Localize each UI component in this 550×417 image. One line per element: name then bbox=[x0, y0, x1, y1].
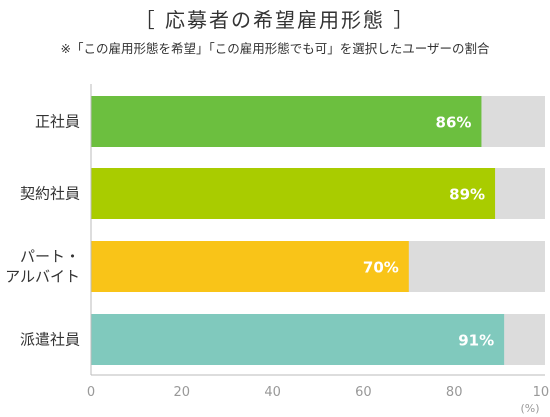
chart-title: ［ 応募者の希望雇用形態 ］ bbox=[134, 8, 416, 32]
bar bbox=[91, 96, 482, 147]
bar-value-label: 91% bbox=[458, 332, 494, 350]
category-label: パート・ bbox=[20, 248, 80, 266]
bar-value-label: 70% bbox=[363, 259, 399, 277]
category-label: アルバイト bbox=[5, 268, 80, 286]
x-tick-label: 80 bbox=[446, 385, 463, 400]
bar bbox=[91, 314, 505, 365]
x-tick-label: 0 bbox=[87, 385, 95, 400]
category-label: 正社員 bbox=[35, 113, 80, 131]
bar-value-label: 86% bbox=[436, 114, 472, 132]
bar bbox=[91, 168, 496, 219]
x-axis-unit: (%) bbox=[520, 402, 539, 415]
category-label: 派遣社員 bbox=[20, 331, 80, 349]
bar-value-label: 89% bbox=[449, 186, 485, 204]
x-tick-label: 60 bbox=[355, 385, 372, 400]
category-label: 契約社員 bbox=[20, 185, 80, 203]
bar bbox=[91, 241, 409, 292]
x-tick-label: 20 bbox=[174, 385, 191, 400]
x-tick-label: 100 bbox=[533, 385, 550, 400]
x-tick-label: 40 bbox=[264, 385, 281, 400]
chart-subtitle: ※「この雇用形態を希望」「この雇用形態でも可」を選択したユーザーの割合 bbox=[60, 41, 490, 56]
